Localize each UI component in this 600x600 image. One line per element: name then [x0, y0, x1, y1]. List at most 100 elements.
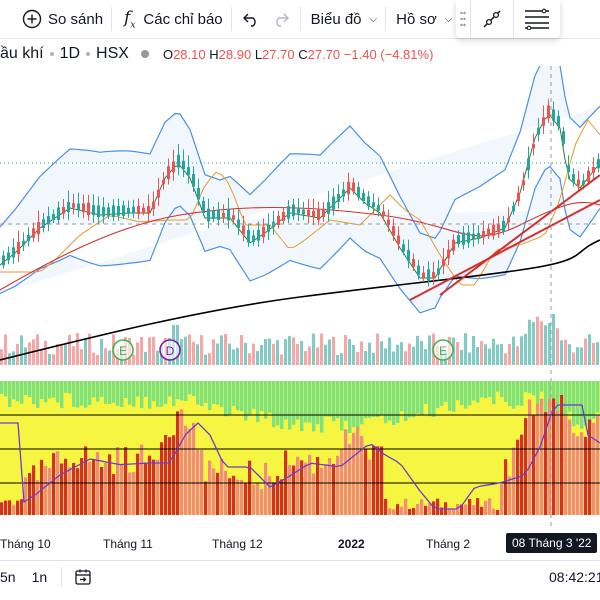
oscillator-bar	[508, 476, 512, 515]
candle	[357, 186, 360, 198]
oscillator-bar	[32, 465, 36, 515]
chart-type-dropdown[interactable]: Biểu đồ ⌵	[301, 0, 385, 38]
oscillator-green-bar	[4, 381, 8, 397]
volume-bar	[252, 343, 255, 365]
candle	[487, 228, 490, 236]
volume-bar	[556, 328, 559, 365]
oscillator-green-bar	[32, 381, 36, 405]
candle	[577, 179, 580, 186]
candle	[202, 200, 205, 214]
oscillator-bar	[436, 498, 440, 515]
oscillator-green-bar	[148, 381, 152, 409]
oscillator-bar	[448, 509, 452, 515]
oscillator-bar	[0, 502, 4, 515]
volume-bar	[480, 341, 483, 365]
candle	[17, 241, 20, 255]
oscillator-green-bar	[252, 381, 256, 409]
oscillator-bar	[332, 463, 336, 515]
volume-bar	[188, 334, 191, 365]
volume-bar	[404, 351, 407, 365]
oscillator-bar	[144, 462, 148, 515]
trendline-tool-button[interactable]	[470, 0, 513, 38]
oscillator-bar	[340, 448, 344, 515]
redo-button[interactable]	[266, 0, 300, 38]
profile-dropdown[interactable]: Hồ sơ ⌵	[386, 0, 460, 38]
oscillator-bar	[168, 437, 172, 515]
range-1n-button[interactable]: 1n	[31, 569, 48, 585]
candle	[252, 235, 255, 242]
candle	[432, 272, 435, 278]
oscillator-green-bar	[412, 381, 416, 418]
symbol-name[interactable]: ầu khí	[0, 45, 44, 62]
oscillator-bar	[228, 478, 232, 515]
candle	[87, 202, 90, 216]
candle	[422, 272, 425, 278]
volume-bar	[544, 325, 547, 365]
oscillator-bar	[596, 415, 600, 515]
oscillator-bar	[352, 432, 356, 515]
candle	[322, 208, 325, 218]
interval-label[interactable]: 1D	[59, 45, 81, 62]
separator	[111, 7, 113, 31]
drag-handle[interactable]	[456, 0, 470, 38]
volume-bar	[148, 337, 151, 365]
candle	[437, 268, 440, 275]
volume-bar	[356, 351, 359, 365]
goto-date-button[interactable]	[74, 568, 92, 586]
candle	[137, 205, 140, 215]
oscillator-bar	[572, 433, 576, 515]
oscillator-bar	[532, 414, 536, 515]
indicators-button[interactable]: fx Các chỉ báo	[112, 0, 231, 38]
oscillator-green-bar	[28, 381, 32, 398]
candle	[7, 252, 10, 261]
oscillator-bar	[164, 435, 168, 515]
oscillator-green-bar	[8, 381, 12, 408]
oscillator-bar	[220, 458, 224, 515]
volume-bar	[328, 339, 331, 365]
oscillator-green-bar	[424, 381, 428, 404]
oscillator-bar	[300, 460, 304, 515]
oscillator-bar	[484, 500, 488, 515]
oscillator-bar	[368, 459, 372, 515]
volume-bar	[212, 339, 215, 365]
oscillator-green-bar	[152, 381, 156, 402]
range-5n-button[interactable]: 5n	[0, 569, 16, 585]
volume-bar	[256, 351, 259, 365]
volume-bar	[240, 335, 243, 365]
oscillator-bar	[304, 462, 308, 515]
time-axis[interactable]: Tháng 10 Tháng 11 Tháng 12 2022 Tháng 2 …	[0, 530, 600, 556]
volume-bar	[500, 344, 503, 365]
oscillator-green-bar	[592, 381, 596, 419]
volume-bar	[296, 344, 299, 365]
oscillator-bar	[44, 465, 48, 515]
undo-button[interactable]	[232, 0, 266, 38]
oscillator-green-bar	[308, 381, 312, 423]
oscillator-bar	[540, 398, 544, 515]
oscillator-bar	[288, 464, 292, 515]
undo-icon	[242, 13, 256, 27]
volume-bar	[576, 347, 579, 365]
oscillator-bar	[324, 464, 328, 515]
volume-bar	[368, 342, 371, 365]
fib-tool-button[interactable]	[513, 0, 560, 38]
oscillator-green-bar	[188, 381, 192, 395]
oscillator-bar	[476, 498, 480, 515]
bollinger-lower	[0, 165, 600, 314]
oscillator-bar	[180, 409, 184, 515]
oscillator-green-bar	[264, 381, 268, 419]
candle	[392, 226, 395, 236]
oscillator-green-bar	[280, 381, 284, 430]
volume-bar	[64, 344, 67, 365]
volume-bar	[528, 319, 531, 365]
volume-bar	[476, 347, 479, 365]
chevron-down-icon: ⌵	[369, 13, 378, 25]
event-marker-label: E	[119, 344, 127, 358]
candle	[572, 174, 575, 183]
oscillator-green-bar	[476, 381, 480, 403]
compare-button[interactable]: So sánh	[0, 0, 111, 38]
volume-bar	[260, 345, 263, 365]
volume-bar	[424, 349, 427, 365]
candle	[112, 205, 115, 218]
oscillator-green-bar	[508, 381, 512, 407]
